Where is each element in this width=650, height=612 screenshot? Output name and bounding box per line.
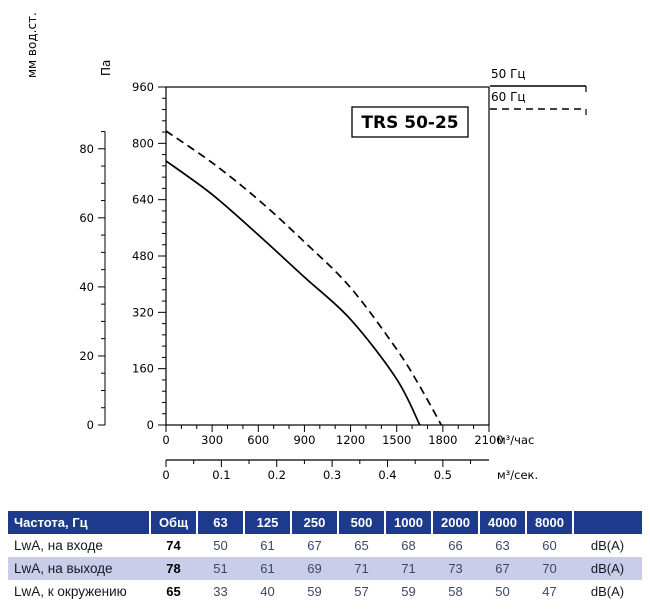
noise-table-head: Частота, Гц Общ 63 125 250 500 1000 2000 4000 800… xyxy=(8,511,642,534)
curve-solid xyxy=(165,160,421,426)
noise-row: LwA, к окружению 65 33 40 59 57 59 58 50 47 dB(A) xyxy=(8,580,642,603)
noise-cell: LwA, к окружению xyxy=(14,584,127,599)
x-tick-label: 2100 xyxy=(474,433,503,447)
pa-tick-label: 160 xyxy=(132,362,154,376)
noise-header-cell: Частота, Гц xyxy=(8,511,151,534)
noise-cell: dB(A) xyxy=(590,561,625,576)
model-label-box xyxy=(351,106,469,138)
sec-tick-label: 0.3 xyxy=(323,468,341,482)
legend-label-dashed: 60 Гц xyxy=(491,90,526,104)
noise-cell: 57 xyxy=(354,584,369,599)
plot-border xyxy=(165,86,490,426)
noise-table-body: LwA, на входе 74 50 61 67 65 68 66 63 60 dB(A) LwA,… xyxy=(8,534,642,603)
mm-axis-title: мм вод.ст. xyxy=(25,12,39,78)
x-tick-label: 1500 xyxy=(382,433,411,447)
mm-tick-label: 80 xyxy=(79,142,94,156)
mm-tick-label: 20 xyxy=(79,349,94,363)
pa-tick-label: 640 xyxy=(132,193,154,207)
sec-axis-unit: м³/сек. xyxy=(497,468,538,482)
noise-header-cell: Общ xyxy=(150,511,198,534)
noise-cell: 33 xyxy=(213,584,228,599)
noise-cell: 69 xyxy=(307,561,322,576)
pa-tick-label: 0 xyxy=(147,418,154,432)
noise-cell: 40 xyxy=(260,584,275,599)
noise-cell: 61 xyxy=(260,561,275,576)
noise-level-table: Частота, Гц Общ 63 125 250 500 1000 2000 4000 800… xyxy=(8,511,642,603)
noise-cell: 78 xyxy=(166,561,181,576)
noise-cell: 59 xyxy=(401,584,416,599)
noise-cell: 50 xyxy=(213,538,228,553)
noise-header-cell: 2000 xyxy=(432,511,480,534)
sec-tick-label: 0.5 xyxy=(434,468,452,482)
x-tick-label: 300 xyxy=(201,433,223,447)
sec-tick-label: 0.1 xyxy=(212,468,230,482)
noise-cell: 73 xyxy=(448,561,463,576)
noise-row: LwA, на выходе 78 51 61 69 71 71 73 67 70 dB(A) xyxy=(8,557,642,580)
x-tick-label: 600 xyxy=(247,433,269,447)
mm-tick-label: 40 xyxy=(79,280,94,294)
noise-cell: 68 xyxy=(401,538,416,553)
performance-chart-area: 0 160 320 480 640 800 960 0 20 40 60 80 мм вод.ст. Па… xyxy=(25,12,587,482)
noise-cell: 51 xyxy=(213,561,228,576)
noise-cell: 58 xyxy=(448,584,463,599)
x-tick-label: 900 xyxy=(293,433,315,447)
x-tick-label: 1800 xyxy=(428,433,457,447)
noise-header-cell: 250 xyxy=(291,511,339,534)
pa-tick-label: 480 xyxy=(132,249,154,263)
noise-cell: 65 xyxy=(166,584,181,599)
noise-header-row: Частота, Гц Общ 63 125 250 500 1000 2000 4000 800… xyxy=(8,511,642,534)
noise-header-cell: 8000 xyxy=(526,511,574,534)
noise-cell: 67 xyxy=(495,561,510,576)
pa-axis-title: Па xyxy=(99,60,113,76)
curve-dashed xyxy=(165,130,443,426)
noise-cell: 71 xyxy=(354,561,369,576)
noise-cell: 59 xyxy=(307,584,322,599)
noise-cell: 74 xyxy=(166,538,181,553)
mm-tick-label: 60 xyxy=(79,211,94,225)
noise-header-cell: 500 xyxy=(338,511,386,534)
noise-header-cell: 125 xyxy=(244,511,292,534)
noise-cell: 70 xyxy=(542,561,557,576)
noise-header-cell xyxy=(573,511,642,534)
noise-cell: 63 xyxy=(495,538,510,553)
pa-tick-label: 320 xyxy=(132,305,154,319)
x-tick-label: 1200 xyxy=(336,433,365,447)
x-tick-label: 0 xyxy=(162,433,169,447)
noise-cell: 67 xyxy=(307,538,322,553)
noise-cell: 65 xyxy=(354,538,369,553)
sec-tick-label: 0.4 xyxy=(378,468,396,482)
x-axis-unit: м³/час xyxy=(497,433,534,447)
legend-label-solid: 50 Гц xyxy=(491,67,526,81)
noise-cell: LwA, на выходе xyxy=(14,561,113,576)
pa-tick-label: 960 xyxy=(132,80,154,94)
noise-cell: dB(A) xyxy=(590,538,625,553)
mm-tick-label: 0 xyxy=(87,418,94,432)
noise-header-cell: 63 xyxy=(197,511,245,534)
noise-cell: 61 xyxy=(260,538,275,553)
noise-cell: LwA, на входе xyxy=(14,538,103,553)
performance-chart: 0 160 320 480 640 800 960 0 20 40 60 80 мм вод.ст. Па… xyxy=(25,12,587,482)
noise-header-cell: 1000 xyxy=(385,511,433,534)
noise-cell: 50 xyxy=(495,584,510,599)
noise-row: LwA, на входе 74 50 61 67 65 68 66 63 60 dB(A) xyxy=(8,534,642,557)
model-label: TRS 50-25 xyxy=(361,113,458,133)
sec-tick-label: 0.2 xyxy=(268,468,286,482)
sec-tick-label: 0 xyxy=(162,468,169,482)
noise-header-cell: 4000 xyxy=(479,511,527,534)
noise-cell: 47 xyxy=(542,584,557,599)
pa-tick-label: 800 xyxy=(132,136,154,150)
noise-cell: 71 xyxy=(401,561,416,576)
noise-cell: dB(A) xyxy=(590,584,625,599)
noise-cell: 66 xyxy=(448,538,463,553)
noise-cell: 60 xyxy=(542,538,557,553)
